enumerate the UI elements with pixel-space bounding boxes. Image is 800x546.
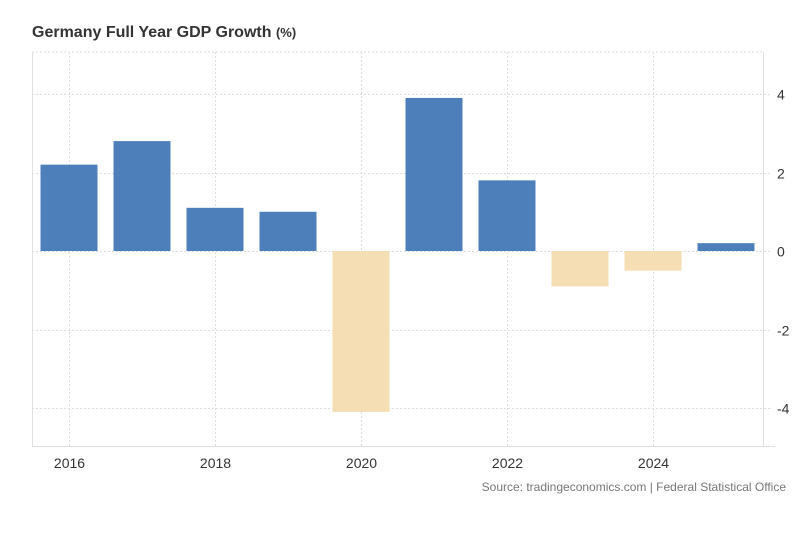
labels-layer: 4 2 0 -2 -4 2016 2018 2020 2022 2024	[54, 87, 790, 472]
x-tick-label: 2024	[638, 455, 669, 471]
bar-2018	[186, 207, 244, 251]
y-tick-label: 0	[777, 244, 785, 260]
bar-2025	[697, 243, 755, 251]
y-tick-label: 4	[777, 87, 785, 103]
x-tick-label: 2016	[54, 455, 85, 471]
chart-title: Germany Full Year GDP Growth (%)	[32, 24, 296, 42]
bar-2023	[551, 251, 609, 287]
bar-2022	[478, 180, 536, 251]
bar-2021	[405, 97, 463, 251]
y-tick-label: -2	[777, 323, 790, 339]
bars-layer	[40, 97, 755, 412]
bar-2024	[624, 251, 682, 271]
chart-title-unit: (%)	[275, 25, 297, 40]
bar-2016	[40, 164, 98, 251]
x-tick-label: 2018	[200, 455, 231, 471]
chart-title-text: Germany Full Year GDP Growth	[32, 24, 272, 41]
x-tick-label: 2020	[346, 455, 377, 471]
bar-2019	[259, 211, 317, 251]
source-attribution: Source: tradingeconomics.com | Federal S…	[481, 480, 786, 494]
bar-2017	[113, 141, 171, 251]
x-tick-label: 2022	[492, 455, 523, 471]
bar-2020	[332, 251, 390, 412]
grid-layer	[32, 51, 771, 446]
y-tick-label: -4	[777, 401, 790, 417]
y-tick-label: 2	[777, 166, 785, 182]
axis-layer	[32, 52, 775, 447]
